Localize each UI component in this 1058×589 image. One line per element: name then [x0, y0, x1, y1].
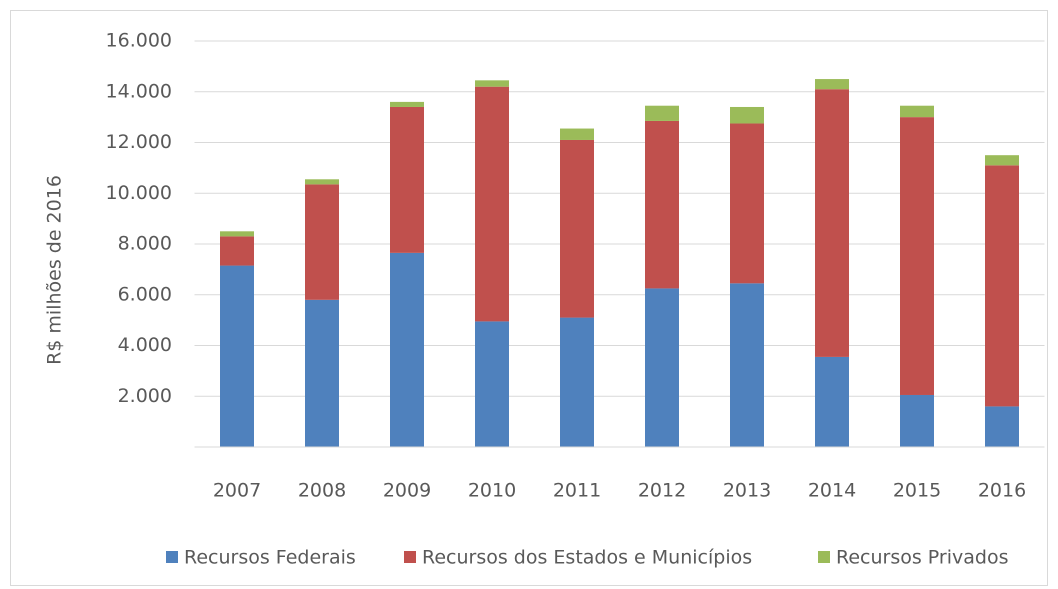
- bar-segment: [900, 394, 934, 447]
- y-tick-label: 6.000: [118, 283, 172, 305]
- bar-segment: [815, 79, 849, 90]
- bar-segment: [305, 299, 339, 447]
- bar-segment: [645, 120, 679, 289]
- x-tick-label: 2013: [723, 480, 771, 502]
- legend-label: Recursos Federais: [184, 547, 356, 569]
- legend-label: Recursos dos Estados e Municípios: [422, 547, 752, 569]
- bar-segment: [220, 236, 254, 266]
- chart-frame: [10, 10, 1048, 586]
- legend-swatch: [404, 551, 416, 563]
- bar-segment: [730, 283, 764, 447]
- y-tick-label: 2.000: [118, 385, 172, 407]
- bar-segment: [560, 128, 594, 140]
- bar-segment: [475, 80, 509, 87]
- x-tick-label: 2014: [808, 480, 856, 502]
- bar-segment: [985, 165, 1019, 407]
- bar-segment: [645, 288, 679, 447]
- legend-swatch: [166, 551, 178, 563]
- bar-segment: [305, 184, 339, 300]
- bar-segment: [475, 86, 509, 322]
- bar-segment: [985, 406, 1019, 447]
- bar-segment: [390, 101, 424, 107]
- bar-segment: [560, 317, 594, 447]
- x-tick-label: 2007: [213, 480, 261, 502]
- bar-segment: [815, 89, 849, 357]
- x-tick-label: 2016: [978, 480, 1026, 502]
- y-tick-label: 12.000: [106, 131, 172, 153]
- x-tick-label: 2010: [468, 480, 516, 502]
- bar-segment: [730, 106, 764, 124]
- bar-segment: [900, 117, 934, 395]
- bar-segment: [390, 252, 424, 447]
- bar-segment: [985, 155, 1019, 166]
- bar-segment: [645, 105, 679, 121]
- x-tick-label: 2015: [893, 480, 941, 502]
- legend-label: Recursos Privados: [836, 547, 1008, 569]
- x-tick-label: 2011: [553, 480, 601, 502]
- y-tick-label: 4.000: [118, 334, 172, 356]
- bar-segment: [900, 105, 934, 118]
- bar-segment: [730, 123, 764, 284]
- x-tick-label: 2008: [298, 480, 346, 502]
- y-tick-label: 16.000: [106, 30, 172, 52]
- bar-segment: [475, 321, 509, 447]
- legend-swatch: [818, 551, 830, 563]
- y-tick-label: 10.000: [106, 182, 172, 204]
- bar-segment: [390, 106, 424, 253]
- bar-segment: [220, 265, 254, 447]
- bar-segment: [220, 231, 254, 237]
- y-tick-label: 14.000: [106, 80, 172, 102]
- bar-segment: [815, 356, 849, 447]
- x-tick-label: 2012: [638, 480, 686, 502]
- bar-segment: [560, 139, 594, 318]
- y-tick-label: 8.000: [118, 233, 172, 255]
- y-axis-title: R$ milhões de 2016: [44, 175, 66, 365]
- x-tick-label: 2009: [383, 480, 431, 502]
- bar-segment: [305, 179, 339, 185]
